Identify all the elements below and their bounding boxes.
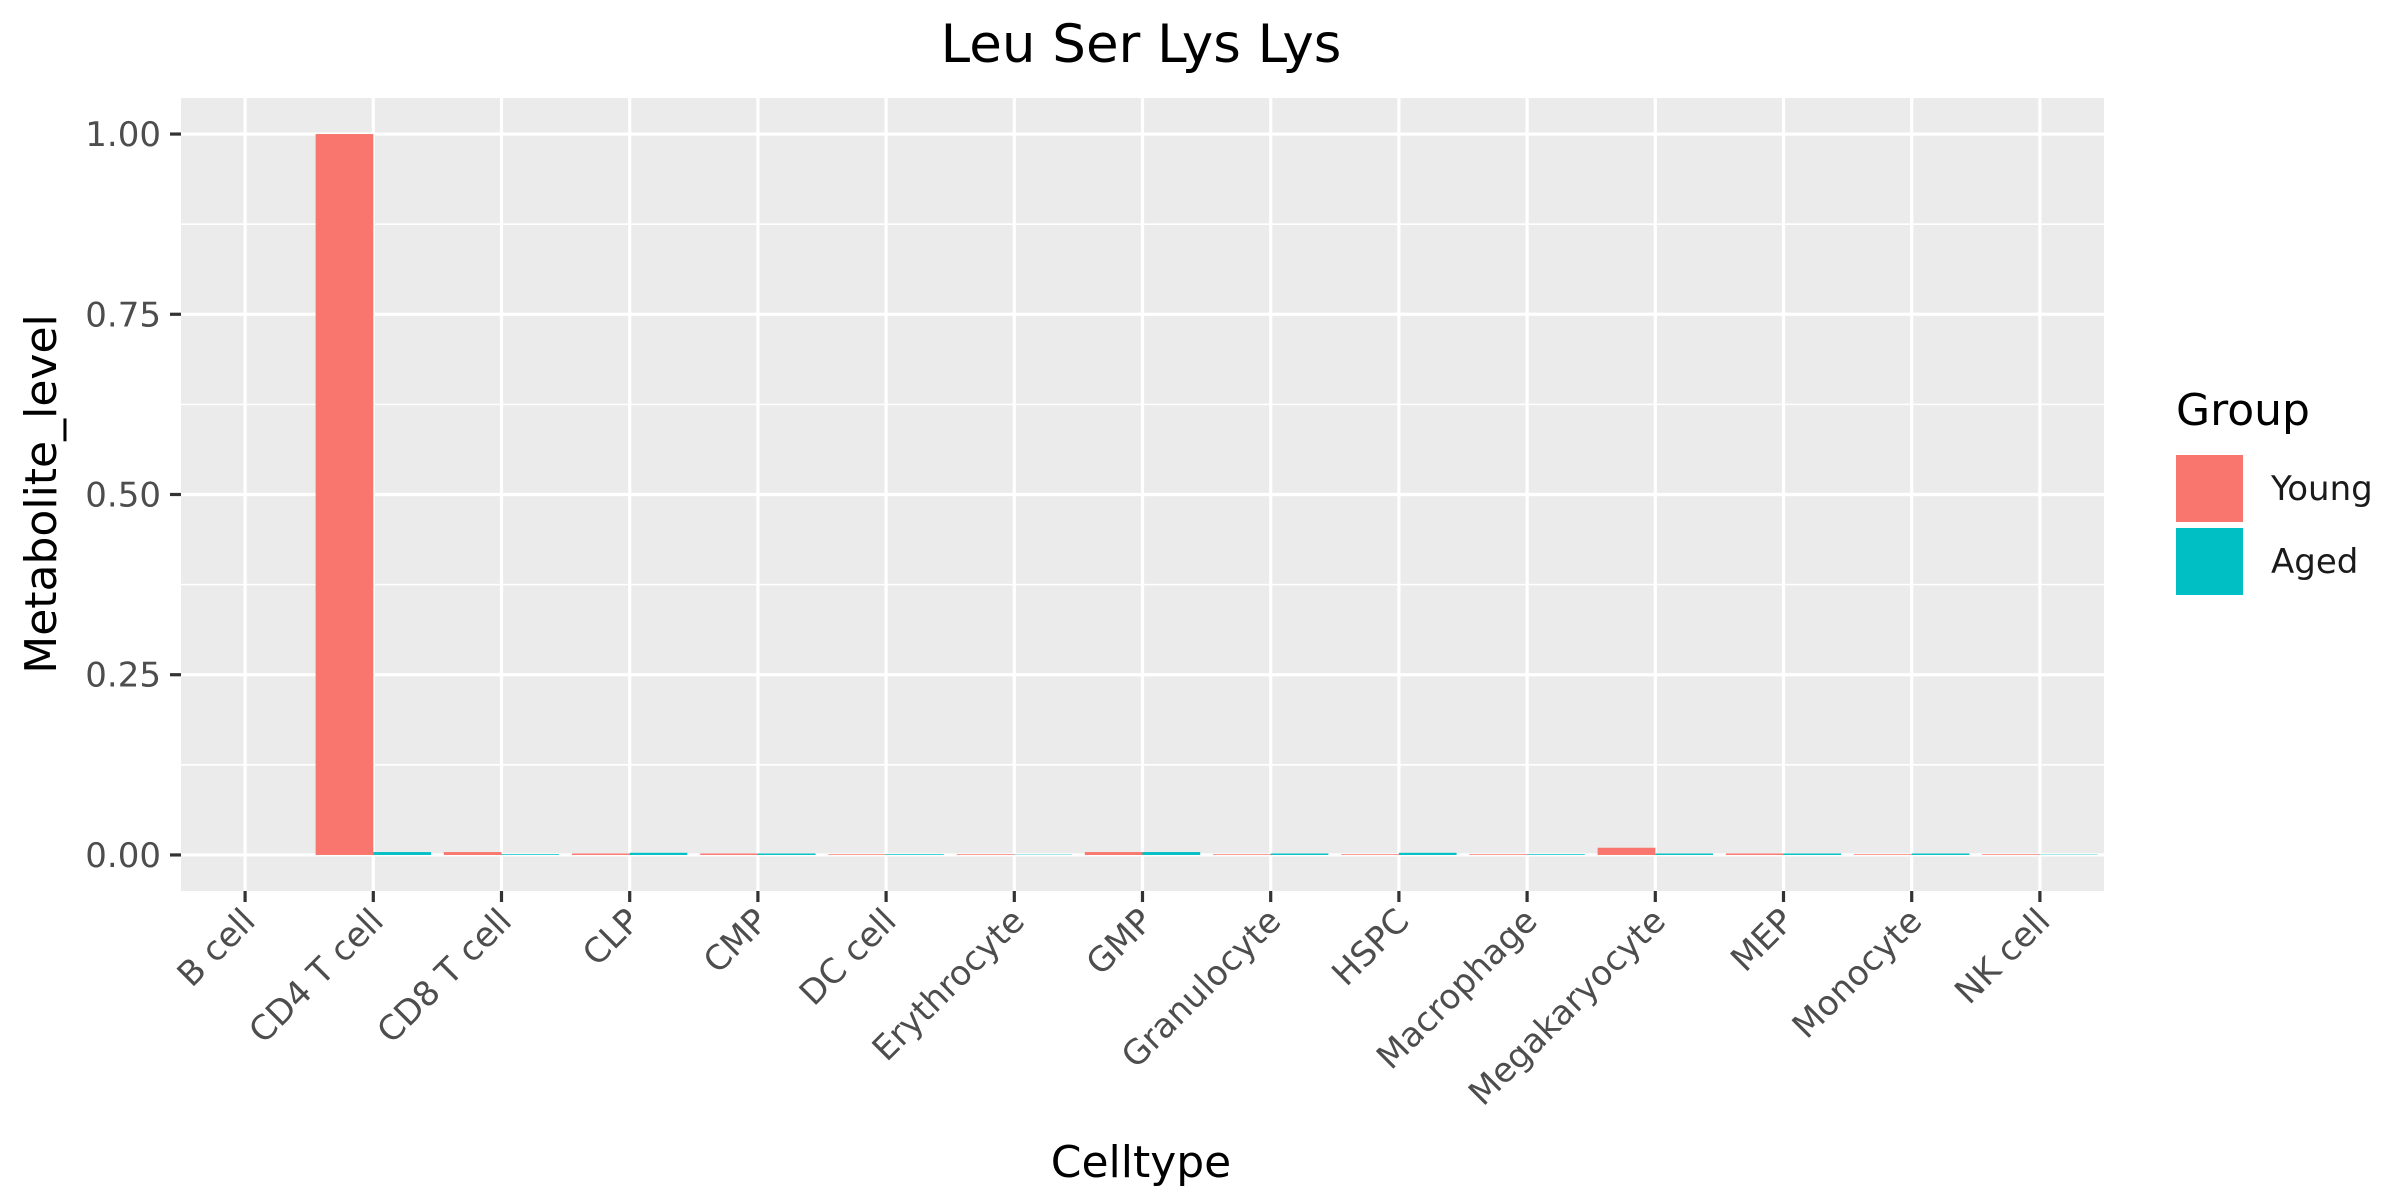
bar-young [1341,854,1399,855]
y-axis: 0.00 0.25 0.50 0.75 1.00 [85,115,181,876]
bar-aged [373,852,431,855]
bar-aged [1655,853,1713,855]
x-tick-label: GMP [1079,901,1161,983]
bar-young [315,134,374,855]
bar-aged [1398,852,1457,855]
legend-label-aged: Aged [2271,542,2358,582]
legend: Group Young Aged [2176,385,2373,595]
legend-label-young: Young [2270,469,2373,509]
bars [315,134,2098,855]
bar-young [956,854,1015,855]
bar-young [1725,853,1784,855]
legend-key-aged [2176,528,2243,595]
x-tick-label: Monocyte [1785,901,1930,1046]
x-tick-label: CD4 T cell [241,901,391,1051]
x-tick-label: B cell [170,901,264,995]
x-axis-title: Celltype [1051,1137,1232,1188]
bar-aged [757,853,816,855]
bar-aged [1783,853,1842,855]
x-tick-label: HSPC [1324,901,1417,994]
bar-aged [1142,852,1201,855]
bar-aged [501,854,560,855]
bar-young [1084,852,1143,855]
y-axis-title: Metabolite_level [16,314,67,674]
bar-aged [1911,853,1970,855]
bar-aged [886,854,944,855]
x-tick-label: DC cell [792,901,905,1014]
x-tick-label: CMP [696,901,776,981]
bar-young [1469,854,1528,855]
x-tick-label: CLP [575,901,648,974]
x-tick-label: MEP [1723,901,1802,980]
bar-young [1597,847,1656,855]
chart-title: Leu Ser Lys Lys [941,14,1342,75]
y-tick-label: 1.00 [85,115,161,155]
bar-young [443,852,502,855]
y-tick-label: 0.00 [85,836,161,876]
x-tick-label: NK cell [1947,901,2058,1012]
bar-aged [1527,854,1585,855]
bar-young [828,854,887,855]
y-tick-label: 0.25 [85,656,161,696]
x-tick-label: CD8 T cell [370,901,520,1051]
bar-young [572,853,630,855]
y-tick-label: 0.50 [85,476,161,516]
bar-young [1854,854,1912,855]
bar-aged [629,852,688,855]
y-tick-label: 0.75 [85,295,161,335]
bar-young [1982,854,2040,855]
bar-young [1213,854,1271,855]
legend-title: Group [2176,385,2310,436]
legend-key-young [2176,455,2243,522]
bar-young [700,853,758,855]
bar-aged [1270,853,1329,855]
